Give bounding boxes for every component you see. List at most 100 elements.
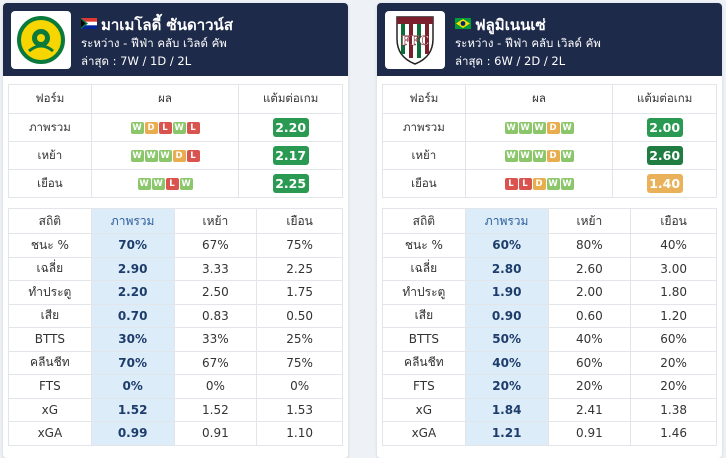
stat-home: 0.91 <box>547 421 632 446</box>
overall-header[interactable]: ภาพรวม <box>90 208 175 234</box>
stat-row: เฉลี่ย 2.80 2.60 3.00 <box>382 256 717 281</box>
stat-away: 75% <box>256 233 343 258</box>
result-badge[interactable]: W <box>518 150 532 162</box>
stat-overall: 2.80 <box>464 256 549 281</box>
stat-away: 1.38 <box>630 397 717 422</box>
result-badge[interactable]: W <box>172 122 186 134</box>
result-badge[interactable]: L <box>186 150 200 162</box>
stat-away: 0.50 <box>256 303 343 328</box>
result-badge[interactable]: W <box>179 178 193 190</box>
result-badge[interactable]: W <box>130 150 144 162</box>
stat-overall: 0% <box>90 374 175 399</box>
stat-label: BTTS <box>8 327 92 352</box>
stat-away: 1.10 <box>256 421 343 446</box>
ppg-cell: 2.17 <box>238 141 343 170</box>
result-badge[interactable]: W <box>518 122 532 134</box>
result-badge[interactable]: W <box>151 178 165 190</box>
result-badge[interactable]: D <box>546 150 560 162</box>
result-badge[interactable]: W <box>137 178 151 190</box>
stat-overall: 20% <box>464 374 549 399</box>
result-badge[interactable]: W <box>560 150 574 162</box>
stat-overall: 1.21 <box>464 421 549 446</box>
stat-home: 2.60 <box>547 256 632 281</box>
result-badge[interactable]: D <box>144 122 158 134</box>
stat-label: BTTS <box>382 327 466 352</box>
result-badge[interactable]: L <box>504 178 518 190</box>
stat-row: xGA 1.21 0.91 1.46 <box>382 421 717 446</box>
result-badge[interactable]: D <box>546 122 560 134</box>
ppg-badge: 2.60 <box>646 146 683 165</box>
result-badge[interactable]: W <box>532 122 546 134</box>
stat-label: FTS <box>8 374 92 399</box>
stats-table: สถิติ ภาพรวม เหย้า เยือน ชนะ % 60% 80% 40% เ… <box>382 208 717 446</box>
result-badge[interactable]: D <box>172 150 186 162</box>
stat-label: xGA <box>382 421 466 446</box>
form-row-label: ภาพรวม <box>382 113 466 142</box>
result-badge[interactable]: L <box>186 122 200 134</box>
result-badge[interactable]: L <box>165 178 179 190</box>
result-badge[interactable]: W <box>504 150 518 162</box>
result-badge[interactable]: W <box>158 150 172 162</box>
stat-home: 0.60 <box>547 303 632 328</box>
team-name-text: มาเมโลดี้ ซันดาวน์ส <box>101 16 233 34</box>
stat-overall: 1.90 <box>464 280 549 305</box>
home-header[interactable]: เหย้า <box>547 208 632 234</box>
competition-text: ระหว่าง - ฟีฟ่า คลับ เวิลด์ คัพ <box>81 36 227 50</box>
stat-row: ชนะ % 60% 80% 40% <box>382 233 717 258</box>
stat-label: ชนะ % <box>8 233 92 258</box>
ppg-header: แต้มต่อเกม <box>238 84 343 114</box>
stat-label: คลีนชีท <box>8 350 92 375</box>
stat-row: ทำประตู 2.20 2.50 1.75 <box>8 280 343 305</box>
form-row-label: เยือน <box>382 169 466 198</box>
result-badge[interactable]: W <box>144 150 158 162</box>
stat-home: 1.52 <box>173 397 258 422</box>
recent-form-summary: ล่าสุด : 6W / 2D / 2L <box>455 54 566 68</box>
stat-home: 3.33 <box>173 256 258 281</box>
home-header[interactable]: เหย้า <box>173 208 258 234</box>
stat-overall: 0.90 <box>464 303 549 328</box>
stat-header: สถิติ <box>382 208 466 234</box>
result-badge[interactable]: W <box>130 122 144 134</box>
stat-home: 80% <box>547 233 632 258</box>
team-name-text: ฟลูมิเนนเซ่ <box>475 16 546 34</box>
result-badge[interactable]: D <box>532 178 546 190</box>
result-badge[interactable]: W <box>560 178 574 190</box>
result-badge[interactable]: W <box>546 178 560 190</box>
ppg-cell: 1.40 <box>612 169 717 198</box>
result-badge[interactable]: W <box>532 150 546 162</box>
away-header[interactable]: เยือน <box>256 208 343 234</box>
stat-away: 1.46 <box>630 421 717 446</box>
stats-table: สถิติ ภาพรวม เหย้า เยือน ชนะ % 70% 67% 75% เ… <box>8 208 343 446</box>
overall-header[interactable]: ภาพรวม <box>464 208 549 234</box>
result-badge[interactable]: W <box>504 122 518 134</box>
stat-away: 3.00 <box>630 256 717 281</box>
result-badge[interactable]: L <box>518 178 532 190</box>
form-row-label: ภาพรวม <box>8 113 92 142</box>
stat-label: xGA <box>8 421 92 446</box>
competition-text: ระหว่าง - ฟีฟ่า คลับ เวิลด์ คัพ <box>455 36 601 50</box>
stat-away: 1.75 <box>256 280 343 305</box>
stat-row: FTS 20% 20% 20% <box>382 374 717 399</box>
stat-overall: 70% <box>90 233 175 258</box>
svg-text:FFC: FFC <box>401 34 430 49</box>
stat-home: 40% <box>547 327 632 352</box>
stat-away: 1.80 <box>630 280 717 305</box>
stat-row: xG 1.84 2.41 1.38 <box>382 397 717 422</box>
result-badge[interactable]: W <box>560 122 574 134</box>
result-badge[interactable]: L <box>158 122 172 134</box>
away-header[interactable]: เยือน <box>630 208 717 234</box>
team-name[interactable]: มาเมโลดี้ ซันดาวน์ส <box>81 13 233 37</box>
team-name[interactable]: ฟลูมิเนนเซ่ <box>455 13 546 37</box>
stat-away: 40% <box>630 233 717 258</box>
ppg-badge: 2.17 <box>272 146 309 165</box>
ppg-cell: 2.25 <box>238 169 343 198</box>
stat-label: ทำประตู <box>8 280 92 305</box>
result-header: ผล <box>90 84 240 114</box>
stat-overall: 1.84 <box>464 397 549 422</box>
form-header: ฟอร์ม <box>8 84 92 114</box>
stat-label: เสีย <box>8 303 92 328</box>
